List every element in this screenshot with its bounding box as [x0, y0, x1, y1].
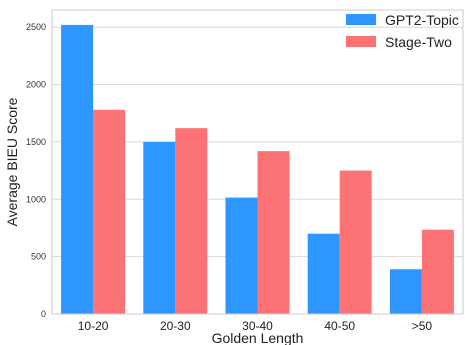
x-tick-label: 40-50	[324, 319, 355, 333]
bar-gpt2-topic-3	[307, 233, 340, 314]
y-tick-label: 0	[41, 309, 46, 319]
y-tick-label: 1000	[26, 194, 46, 204]
x-tick-labels: 10-20 20-30 30-40 40-50 >50	[78, 319, 433, 333]
legend-swatch-gpt2-topic	[346, 14, 376, 25]
plot-frame	[51, 9, 464, 315]
legend-label: Stage-Two	[385, 34, 452, 50]
x-tick-label: >50	[412, 319, 433, 333]
bar-stage-two-3	[339, 170, 372, 314]
x-tick-label: 30-40	[242, 319, 273, 333]
bar-stage-two-1	[175, 128, 208, 314]
y-tick-label: 1500	[26, 137, 46, 147]
bar-gpt2-topic-2	[225, 197, 258, 314]
x-tick-label: 20-30	[160, 319, 191, 333]
legend-label: GPT2-Topic	[385, 12, 459, 28]
y-tick-label: 2000	[26, 80, 46, 90]
y-tick-label: 500	[31, 252, 46, 262]
y-axis-label: Average BIEU Score	[4, 97, 20, 226]
bar-stage-two-2	[257, 151, 290, 314]
bar-stage-two-0	[93, 109, 126, 314]
y-tick-label: 2500	[26, 22, 46, 32]
x-tick-label: 10-20	[78, 319, 109, 333]
y-tick-labels: 0 500 1000 1500 2000 2500	[26, 22, 46, 319]
bar-gpt2-topic-0	[61, 24, 94, 314]
bars	[61, 24, 454, 314]
legend-swatch-stage-two	[346, 36, 376, 47]
legend: GPT2-Topic Stage-Two	[346, 12, 459, 50]
bar-stage-two-4	[421, 229, 454, 314]
bar-gpt2-topic-1	[143, 141, 176, 314]
x-axis-label: Golden Length	[212, 330, 304, 345]
bar-gpt2-topic-4	[389, 269, 422, 314]
